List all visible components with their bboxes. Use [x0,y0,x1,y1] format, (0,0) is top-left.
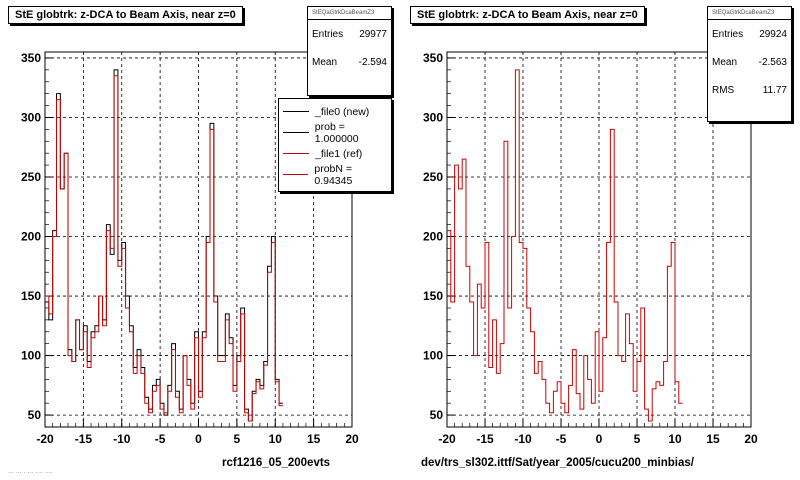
footer-timestamp: ... ... . ... .... .... [8,468,53,475]
legend-item-file0: _file0 (new) [279,101,391,122]
right-x-tick-label: -20 [438,432,456,446]
left-series-ref [45,75,283,422]
right-y-tick-label: 100 [423,349,443,363]
left-y-tick-label: 150 [21,289,41,303]
legend-item-probn: probN = 0.94345 [279,162,391,187]
right-rms-value: 11.77 [762,84,787,96]
right-rms-label: RMS [712,84,735,96]
left-series-new [45,69,283,422]
left-entries-value: 29977 [359,28,387,40]
legend-label-file0: _file0 (new) [315,105,370,118]
left-entries-label: Entries [312,28,344,40]
left-y-tick-label: 200 [21,230,41,244]
left-y-tick-label: 300 [21,110,41,124]
left-mean-value: -2.594 [358,56,387,68]
right-histogram-panel: -20 -15 -10 -5 0 5 10 15 20 50 100 150 200 250 300 350 [423,51,758,446]
left-x-tick-label: -20 [36,432,54,446]
right-stats-entries-row: Entries 29924 [708,20,791,48]
left-x-tick-label: 20 [345,432,359,446]
left-chart-title: StE globtrk: z-DCA to Beam Axis, near z=… [8,6,243,24]
legend-item-file1: _file1 (ref) [279,143,391,164]
left-chart-title-text: StE globtrk: z-DCA to Beam Axis, near z=… [15,9,236,21]
left-x-tick-label: -5 [155,432,166,446]
right-x-tick-label: 0 [596,432,603,446]
left-x-tick-label: 5 [234,432,241,446]
right-entries-label: Entries [712,28,744,40]
right-stats-name: StEQaGtrkDcaBeamZ3 [708,7,791,20]
left-stats-mean-row: Mean -2.594 [308,48,391,76]
right-y-tick-label: 350 [423,51,443,65]
right-series-ref [447,69,683,422]
right-chart-title: StE globtrk: z-DCA to Beam Axis, near z=… [410,6,645,24]
right-mean-label: Mean [712,56,738,68]
chart-legend: _file0 (new) prob = 1.000000 _file1 (ref… [278,98,392,192]
right-entries-value: 29924 [759,28,787,40]
left-x-tick-label: 10 [269,432,283,446]
right-y-tick-label: 250 [423,170,443,184]
legend-swatch-file0 [283,111,309,112]
left-y-tick-label: 100 [21,349,41,363]
left-stats-name: StEQaGtrkDcaBeamZ3 [308,7,391,20]
left-x-tick-label: -15 [75,432,93,446]
legend-swatch-file1 [283,153,309,154]
right-chart-title-text: StE globtrk: z-DCA to Beam Axis, near z=… [417,9,638,21]
right-x-tick-label: -15 [476,432,494,446]
legend-label-prob: prob = 1.000000 [314,120,359,145]
left-stats-box: StEQaGtrkDcaBeamZ3 Entries 29977 Mean -2… [307,6,392,96]
left-file-caption: rcf1216_05_200evts [222,457,331,469]
left-y-tick-label: 350 [21,51,41,65]
legend-item-prob: prob = 1.000000 [279,120,391,145]
right-y-tick-label: 200 [423,230,443,244]
left-x-tick-label: 15 [307,432,321,446]
right-stats-mean-row: Mean -2.563 [708,48,791,76]
right-x-tick-label: 20 [744,432,758,446]
legend-label-file1: _file1 (ref) [315,147,363,160]
right-x-tick-label: -10 [514,432,532,446]
left-mean-label: Mean [312,56,338,68]
left-y-tick-label: 50 [28,408,42,422]
right-x-tick-label: 5 [634,432,641,446]
legend-swatch-prob [283,132,309,133]
right-x-tick-label: 15 [706,432,720,446]
legend-label-probn: probN = 0.94345 [314,162,353,187]
right-stats-box: StEQaGtrkDcaBeamZ3 Entries 29924 Mean -2… [707,6,792,122]
right-y-tick-label: 300 [423,110,443,124]
left-stats-entries-row: Entries 29977 [308,20,391,48]
left-y-tick-label: 250 [21,170,41,184]
left-x-tick-label: 0 [195,432,202,446]
left-x-tick-label: -10 [113,432,131,446]
right-mean-value: -2.563 [758,56,787,68]
right-stats-rms-row: RMS 11.77 [708,76,791,104]
right-x-tick-label: 10 [668,432,682,446]
right-x-tick-label: -5 [556,432,567,446]
right-file-caption: dev/trs_sl302.ittf/Sat/year_2005/cucu200… [421,457,694,469]
right-y-tick-label: 50 [430,408,444,422]
right-y-tick-label: 150 [423,289,443,303]
legend-swatch-probn [283,174,309,175]
